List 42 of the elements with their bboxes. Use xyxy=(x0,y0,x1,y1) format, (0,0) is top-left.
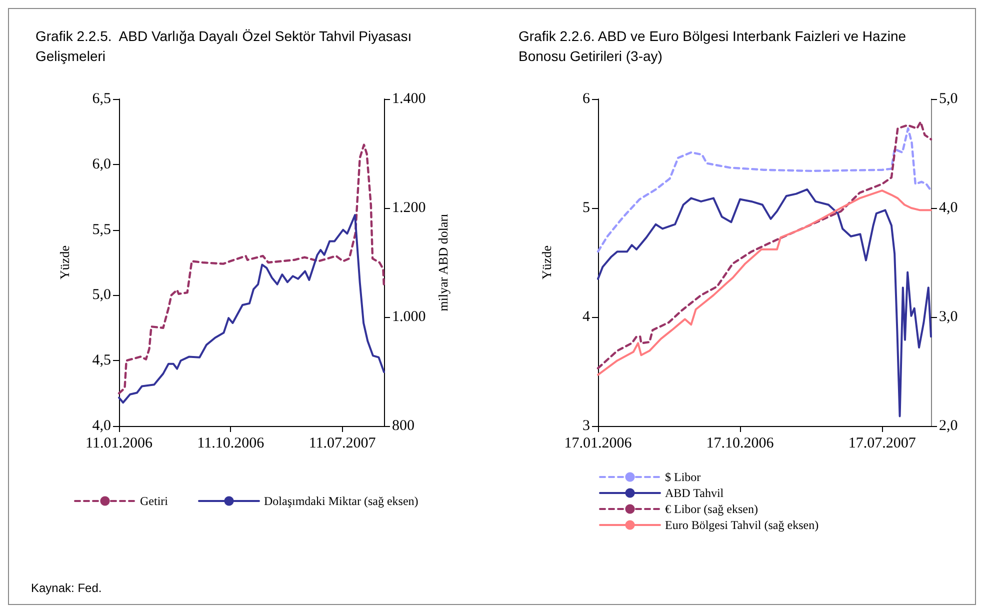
x-tick-label: 17.10.2006 xyxy=(706,436,774,452)
line-series xyxy=(596,127,932,253)
y-tick-label: 6,0 xyxy=(92,156,111,172)
legend-label: ABD Tahvil xyxy=(665,486,724,500)
y2-tick-label: 1.400 xyxy=(392,91,426,107)
y2-tick-label: 2,0 xyxy=(939,418,958,434)
line-series xyxy=(118,144,386,394)
y-tick-label: 4,0 xyxy=(92,418,111,434)
y-tick-label: 6,5 xyxy=(92,91,111,107)
y-axis-title: Yüzde xyxy=(539,245,554,280)
x-tick-label: 17.07.2007 xyxy=(848,436,916,452)
chart-title: Grafik 2.2.6. ABD ve Euro Bölgesi Interbank Faizleri ve Hazine Bonosu Getirileri (3-ay) xyxy=(518,28,910,64)
y-tick-label: 6 xyxy=(582,91,590,107)
y2-tick-label: 1.200 xyxy=(392,200,426,216)
y-tick-label: 4,5 xyxy=(92,352,111,369)
y-axis-title: Yüzde xyxy=(57,245,72,280)
line-series xyxy=(118,214,385,404)
y2-tick-label: 3,0 xyxy=(939,309,958,325)
y-tick-label: 5,5 xyxy=(92,222,111,238)
y2-tick-label: 800 xyxy=(392,418,414,434)
y2-tick-label: 5,0 xyxy=(939,91,958,107)
y-tick-label: 3 xyxy=(582,418,590,434)
line-series xyxy=(596,120,932,370)
y2-tick-label: 1.000 xyxy=(392,309,426,325)
legend-label: Dolaşımdaki Miktar (sağ eksen) xyxy=(264,494,418,508)
line-series xyxy=(597,188,932,418)
y-tick-label: 5 xyxy=(582,200,590,216)
x-tick-label: 11.01.2006 xyxy=(86,436,153,452)
x-tick-label: 11.10.2006 xyxy=(197,436,265,452)
y2-tick-label: 4,0 xyxy=(939,200,958,216)
line-series xyxy=(597,190,932,376)
legend-label: Getiri xyxy=(140,494,169,508)
y-tick-label: 4 xyxy=(582,309,590,325)
x-tick-label: 17.01.2006 xyxy=(564,436,632,452)
legend-label: € Libor (sağ eksen) xyxy=(665,502,758,516)
chart-title: Grafik 2.2.5. ABD Varlığa Dayalı Özel Sektör Tahvil Piyasası Gelişmeleri xyxy=(36,28,416,64)
y2-axis-title: milyar ABD doları xyxy=(436,213,451,312)
text: Kaynak: Fed. xyxy=(31,581,102,595)
x-tick-label: 11.07.2007 xyxy=(308,436,376,452)
y-tick-label: 5,0 xyxy=(92,287,111,304)
legend-label: $ Libor xyxy=(665,470,701,484)
legend-label: Euro Bölgesi Tahvil (sağ eksen) xyxy=(665,518,819,532)
